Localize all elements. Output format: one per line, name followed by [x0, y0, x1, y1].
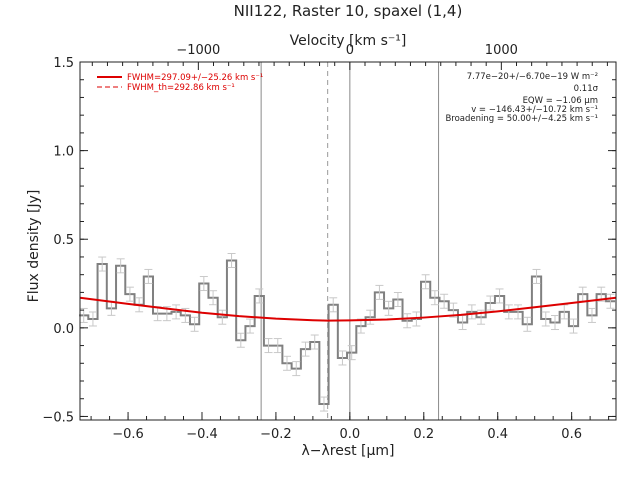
error-bar [310, 334, 319, 350]
series-group [79, 252, 617, 412]
error-bar [172, 304, 181, 320]
observed-spectrum-step [79, 259, 616, 406]
error-bar [504, 304, 513, 320]
legend: FWHM=297.09+/−25.26 km s⁻¹ FWHM_th=292.8… [97, 73, 263, 93]
error-bar [236, 332, 245, 348]
top-tick-label: −1000 [176, 43, 220, 58]
error-bar [467, 304, 476, 320]
annotation-eqw: EQW = −1.06 μm [523, 96, 598, 106]
error-bar [366, 309, 375, 325]
error-bar [421, 274, 430, 290]
axes-group: −0.6 −0.4 −0.2 0.0 0.2 0.4 0.6 −0.5 0.0 0.5 1.0 1.5… [42, 43, 616, 442]
legend-label-fwhm-th: FWHM_th=292.86 km s⁻¹ [127, 83, 235, 93]
error-bar [393, 291, 402, 307]
error-bar [98, 256, 107, 272]
x-tick-label: −0.4 [186, 427, 218, 442]
error-bar [347, 345, 356, 361]
error-bar [523, 316, 532, 332]
error-bar [209, 290, 218, 306]
annotation-flux: 7.77e−20+/−6.70e−19 W m⁻² [467, 72, 598, 82]
error-bar [606, 293, 615, 309]
error-bar [403, 313, 412, 329]
error-bar [125, 286, 134, 302]
error-bar [319, 396, 328, 412]
error-bar [227, 252, 236, 268]
error-bar [144, 268, 153, 284]
error-bar [486, 295, 495, 311]
error-bar [283, 355, 292, 371]
reference-lines [260, 62, 440, 420]
error-bar [514, 304, 523, 320]
annotation-velocity: v = −146.43+/−10.72 km s⁻¹ [471, 105, 598, 115]
x-axis-label: λ−λrest [μm] [301, 443, 394, 459]
error-bar [329, 297, 338, 313]
gaussian-fit-line [79, 296, 617, 322]
error-bar [532, 268, 541, 284]
top-tick-label: 0 [346, 43, 354, 58]
error-bar [199, 276, 208, 292]
x-tick-label: 0.2 [413, 427, 434, 442]
error-bar [264, 338, 273, 354]
y-tick-label: 1.5 [53, 56, 74, 71]
error-bar [569, 318, 578, 334]
error-bar [338, 350, 347, 366]
error-bar [190, 316, 199, 332]
error-bar [116, 258, 125, 274]
error-bar [218, 309, 227, 325]
x-tick-label: −0.2 [260, 427, 292, 442]
error-bar [541, 311, 550, 327]
y-tick-label: 0.5 [53, 233, 74, 248]
error-bar [273, 338, 282, 354]
top-tick-label: 1000 [485, 43, 518, 58]
annotation-sigma: 0.11σ [574, 84, 599, 94]
x-tick-label: 0.4 [487, 427, 508, 442]
error-bar [430, 290, 439, 306]
error-bar [384, 300, 393, 316]
top-axis-label: Velocity [km s⁻¹] [290, 33, 407, 49]
error-bar [255, 288, 264, 304]
annotations: 7.77e−20+/−6.70e−19 W m⁻² 0.11σ EQW = −1… [445, 72, 598, 124]
annotation-broadening: Broadening = 50.00+/−4.25 km s⁻¹ [445, 114, 598, 124]
error-bar [301, 341, 310, 357]
x-tick-label: 0.0 [340, 427, 361, 442]
y-axis-label: Flux density [Jy] [26, 190, 42, 303]
plot-frame [79, 61, 617, 421]
error-bar [587, 307, 596, 323]
error-bar [88, 311, 97, 327]
error-bar [495, 288, 504, 304]
error-bar [440, 293, 449, 309]
error-bar [375, 284, 384, 300]
x-tick-label: 0.6 [561, 427, 582, 442]
y-tick-label: 1.0 [53, 145, 74, 160]
chart-title: NII122, Raster 10, spaxel (1,4) [234, 2, 463, 20]
y-tick-label: 0.0 [53, 322, 74, 337]
x-tick-label: −0.6 [112, 427, 144, 442]
error-bar [246, 318, 255, 334]
y-tick-label: −0.5 [42, 410, 74, 425]
error-bar [412, 311, 421, 327]
error-bar [79, 307, 88, 323]
error-bar [551, 315, 560, 331]
error-bar [292, 361, 301, 377]
legend-label-fwhm: FWHM=297.09+/−25.26 km s⁻¹ [127, 73, 263, 83]
